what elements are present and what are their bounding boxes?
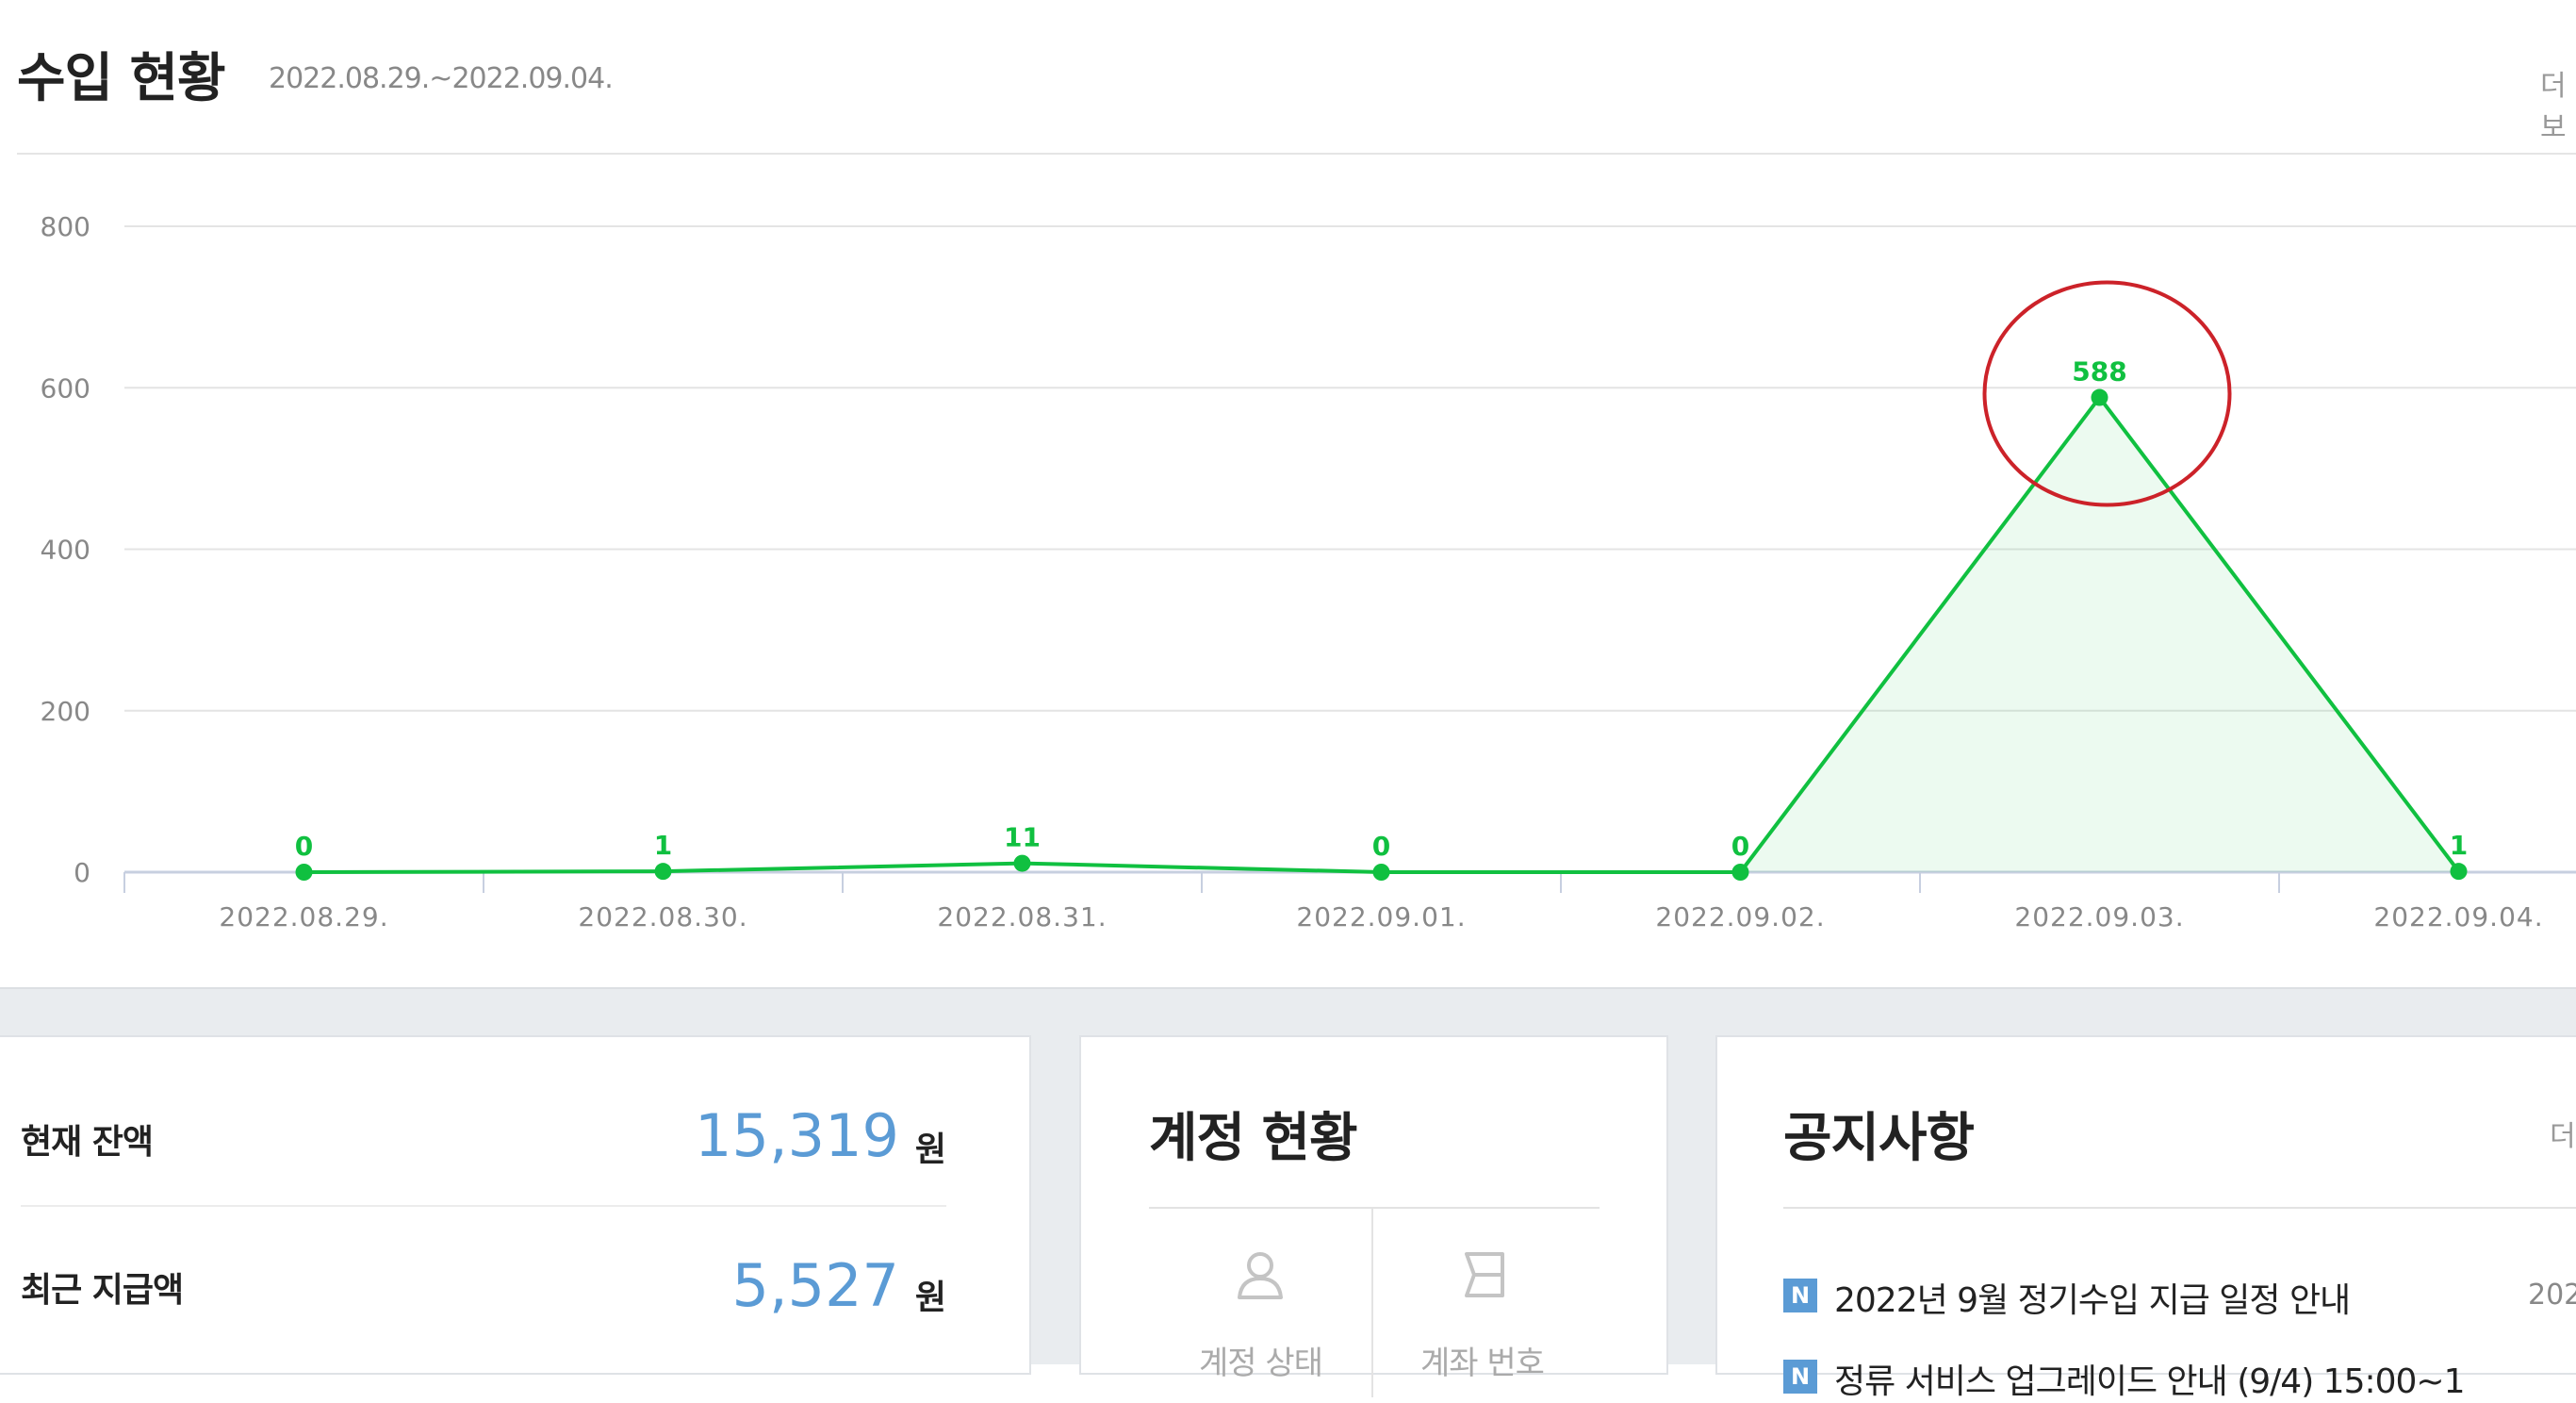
- title-divider: [17, 153, 2576, 155]
- data-point: [1372, 864, 1390, 881]
- account-panel: 계정 현황 계정 상태 계좌 번호: [1079, 1035, 1668, 1397]
- date-range: 2022.08.29.~2022.09.04.: [269, 62, 614, 95]
- data-label: 1: [654, 830, 672, 861]
- x-tick-label: 2022.09.04.: [2373, 901, 2543, 933]
- recent-payment-row: 최근 지급액 5,527 원: [21, 1251, 946, 1381]
- data-label: 0: [1731, 831, 1749, 862]
- account-number-label[interactable]: 계좌 번호: [1420, 1345, 1545, 1382]
- recent-payment-value: 5,527: [731, 1251, 900, 1320]
- notice-title[interactable]: 2022년 9월 정기수입 지급 일정 안내: [1834, 1281, 2351, 1320]
- balance-panel: 현재 잔액 15,319 원 최근 지급액 5,527 원: [0, 1035, 1031, 1375]
- x-tick-label: 2022.09.01.: [1296, 901, 1466, 933]
- data-label: 1: [2450, 830, 2468, 861]
- data-label: 588: [2072, 356, 2126, 388]
- bankbook-icon[interactable]: [1453, 1246, 1510, 1303]
- new-badge-icon: N: [1783, 1360, 1817, 1394]
- data-point: [654, 863, 672, 881]
- data-label: 0: [295, 831, 313, 862]
- income-status-section: 수입 현황 2022.08.29.~2022.09.04. 더보 0 200 400…: [17, 48, 2576, 933]
- more-link[interactable]: 더보: [2540, 70, 2567, 144]
- notice-date: 2022: [2528, 1279, 2576, 1312]
- panel-divider: [1149, 1207, 1600, 1209]
- panel-divider: [1783, 1207, 2576, 1209]
- current-balance-value: 15,319: [695, 1101, 899, 1170]
- data-label: 11: [1004, 822, 1041, 853]
- x-tick-label: 2022.08.30.: [578, 901, 747, 933]
- y-tick-label: 400: [41, 535, 90, 566]
- data-label: 0: [1372, 831, 1390, 862]
- data-point: [2091, 388, 2108, 406]
- highlight-circle: [1982, 280, 2232, 507]
- notice-title[interactable]: 정류 서비스 업그레이드 안내 (9/4) 15:00~1: [1834, 1362, 2465, 1401]
- data-point: [1013, 854, 1031, 872]
- currency-unit: 원: [914, 1279, 946, 1317]
- y-tick-label: 200: [41, 696, 90, 727]
- series-area: [1740, 397, 2459, 872]
- account-panel-title: 계정 현황: [1149, 1108, 1358, 1169]
- account-column-divider: [1371, 1209, 1373, 1397]
- current-balance-label: 현재 잔액: [21, 1123, 154, 1162]
- data-point: [2450, 863, 2468, 881]
- y-tick-label: 800: [41, 211, 90, 242]
- current-balance-row: 현재 잔액 15,319 원: [21, 1092, 946, 1207]
- person-icon[interactable]: [1232, 1246, 1288, 1303]
- notice-item[interactable]: N 2022년 9월 정기수입 지급 일정 안내 2022: [1783, 1273, 2576, 1320]
- page-title: 수입 현황: [17, 48, 226, 109]
- notice-panel-title: 공지사항: [1783, 1108, 1975, 1169]
- y-tick-label: 600: [41, 372, 90, 404]
- notice-more-link[interactable]: 더: [2550, 1120, 2576, 1153]
- new-badge-icon: N: [1783, 1279, 1817, 1312]
- data-point: [295, 864, 313, 881]
- notice-panel: 공지사항 더 N 2022년 9월 정기수입 지급 일정 안내 2022 N 정…: [1715, 1035, 2576, 1401]
- recent-payment-label: 최근 지급액: [21, 1271, 184, 1310]
- x-tick-label: 2022.09.02.: [1655, 901, 1825, 933]
- x-tick-label: 2022.08.31.: [937, 901, 1107, 933]
- notice-item[interactable]: N 정류 서비스 업그레이드 안내 (9/4) 15:00~1: [1783, 1354, 2576, 1401]
- data-point: [1731, 864, 1749, 881]
- x-tick-label: 2022.08.29.: [219, 901, 388, 933]
- x-tick-label: 2022.09.03.: [2014, 901, 2184, 933]
- currency-unit: 원: [914, 1131, 946, 1169]
- y-tick-label: 0: [74, 857, 90, 888]
- income-line-chart: 0 200 400 600 800 2022.08.29. 2022.08.30. 2022.…: [41, 211, 2576, 933]
- account-status-label[interactable]: 계정 상태: [1199, 1345, 1323, 1382]
